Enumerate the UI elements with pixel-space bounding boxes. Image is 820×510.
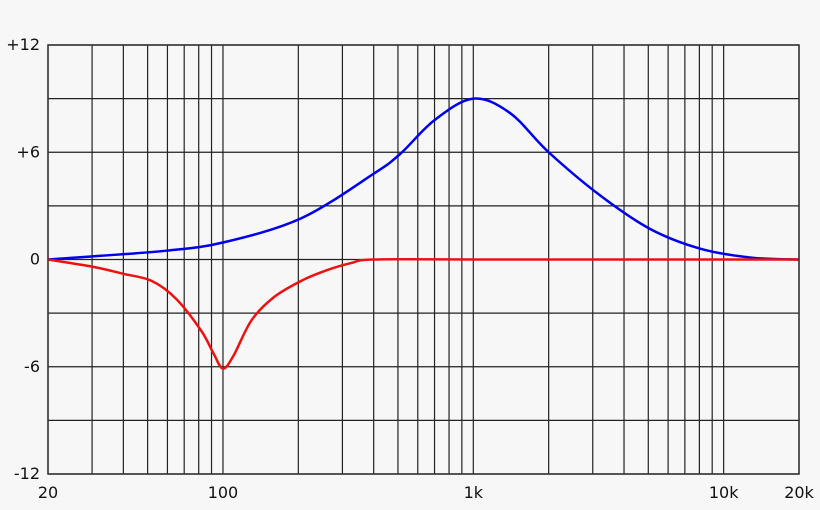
series-0-curve: [47, 97, 800, 261]
tick-labels: 20 100 1k 10k 20k +12 +6 0 -6 -12: [6, 35, 814, 502]
curves: [47, 97, 800, 370]
x-tick-label: 1k: [464, 483, 484, 502]
x-tick-label: 100: [208, 483, 239, 502]
x-tick-label: 20k: [784, 483, 814, 502]
plot-frame: [47, 44, 800, 475]
series-1-curve: [47, 257, 799, 370]
y-tick-label: +6: [16, 142, 40, 161]
y-tick-label: +12: [6, 35, 40, 54]
x-tick-label: 20: [38, 483, 58, 502]
x-tick-label: 10k: [709, 483, 739, 502]
y-tick-label: -6: [24, 357, 40, 376]
y-tick-label: 0: [30, 250, 40, 269]
y-tick-label: -12: [14, 464, 40, 483]
